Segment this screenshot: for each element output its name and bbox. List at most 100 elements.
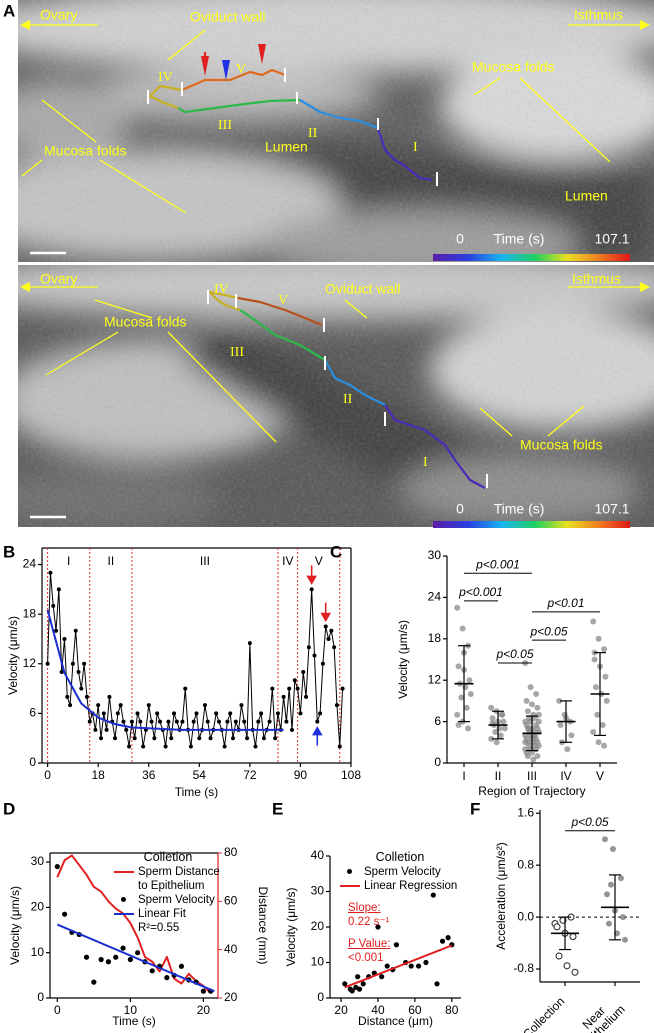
data-point	[214, 711, 219, 716]
region-label: I	[67, 554, 70, 568]
legend-swatch	[112, 907, 138, 921]
x-axis-title: Time (s)	[112, 1014, 156, 1028]
data-point	[455, 722, 462, 729]
data-point	[82, 661, 87, 666]
data-point	[256, 719, 261, 724]
data-point	[259, 711, 264, 716]
data-point	[601, 742, 608, 749]
data-point	[524, 753, 531, 760]
region-label: V	[315, 554, 323, 568]
data-point	[415, 963, 422, 969]
y2-tick-label: 60	[224, 894, 238, 908]
y-tick-label: 18	[23, 606, 37, 620]
segment-label: III	[230, 345, 244, 360]
data-point	[261, 736, 266, 741]
x-tick-label: 10	[124, 1003, 138, 1017]
arrow	[306, 565, 317, 585]
data-point	[527, 684, 534, 691]
x-tick-label: 108	[341, 768, 361, 782]
fit-line	[46, 609, 284, 731]
data-point	[135, 950, 141, 956]
trajectory-bottom	[207, 290, 488, 489]
data-point	[149, 968, 155, 974]
x-tick-label: 54	[193, 768, 207, 782]
data-point	[320, 661, 325, 666]
y-tick-label: 10	[31, 945, 45, 959]
data-point	[197, 736, 202, 741]
data-point	[169, 736, 174, 741]
data-point	[375, 924, 381, 930]
data-point	[127, 956, 133, 963]
data-point	[138, 719, 143, 724]
data-point	[488, 704, 495, 711]
segment-label: II	[308, 126, 318, 141]
data-point	[120, 945, 126, 951]
x-tick-label: 20	[197, 1003, 211, 1017]
y-tick-label: 12	[23, 656, 37, 670]
data-point	[602, 673, 609, 680]
y-tick-label: 24	[23, 557, 37, 571]
y-axis-title: Velocity (μm/s)	[396, 620, 410, 699]
data-point	[141, 744, 146, 749]
data-point	[247, 641, 252, 646]
data-point	[329, 628, 334, 633]
comparison-label: p<0.001	[458, 585, 503, 599]
y-tick-label: 20	[31, 900, 45, 914]
stat-annotation: P Value:	[348, 938, 391, 950]
colorbar-max: 107.1	[594, 231, 629, 247]
data-point	[591, 656, 598, 663]
image-label: Lumen	[565, 188, 608, 204]
stat-annotation: <0.001	[348, 952, 384, 964]
data-point	[56, 587, 61, 592]
data-point	[622, 936, 628, 943]
data-point	[62, 911, 68, 917]
panel-label: A	[3, 1, 15, 20]
y-tick-label: 24	[428, 590, 442, 604]
legend-title: Colletion	[375, 850, 425, 864]
data-point	[242, 719, 247, 724]
data-point	[146, 703, 151, 708]
data-point	[312, 653, 317, 658]
region-label: III	[200, 554, 210, 568]
colorbar-min: 0	[456, 501, 464, 517]
data-point	[356, 986, 363, 992]
data-point	[253, 744, 258, 749]
y2-tick-label: 20	[224, 990, 238, 1004]
data-point	[200, 988, 206, 994]
data-point	[228, 711, 233, 716]
legend-item: Sperm Velocity	[112, 893, 224, 907]
legend-label: Linear Fit	[138, 908, 186, 920]
data-point	[445, 935, 451, 941]
data-point	[603, 697, 610, 704]
legend-swatch	[338, 879, 364, 893]
data-point	[98, 736, 103, 741]
legend-marker	[114, 913, 134, 915]
data-point	[459, 625, 466, 632]
data-point	[349, 988, 355, 994]
data-point	[174, 719, 179, 724]
data-point	[334, 703, 339, 708]
legend-marker	[347, 869, 352, 874]
chart: 0 6 12 18 24 0 18 36 54 72 90 108 Velocity (μm/s) Tim…	[6, 547, 361, 799]
segment-label: II	[343, 392, 353, 407]
legend: Colletion Sperm Velocity Linear Regression…	[338, 850, 462, 965]
segment-label: III	[218, 118, 232, 133]
chart: 0 10 20 30 40 20 40 60 80 Velocity (μm/s) Distance…	[284, 848, 461, 1028]
data-point	[497, 732, 504, 739]
y-tick-label: 12	[428, 672, 442, 686]
y-tick-label: 20	[311, 919, 325, 933]
y-tick-label: 0	[317, 990, 324, 1004]
image-label: Mucosa folds	[472, 59, 554, 75]
data-point	[462, 684, 469, 691]
data-point	[571, 968, 579, 976]
data-point	[54, 863, 60, 870]
segment-label: IV	[158, 70, 173, 85]
y-tick-label: -0.8	[513, 961, 534, 975]
data-point	[202, 703, 207, 708]
chart: -0.8 0.0 0.8 1.6 Acceleration (μm/s²) p<0.05	[494, 805, 640, 986]
data-point	[393, 942, 400, 948]
x-tick-label: 80	[445, 1003, 459, 1017]
y-tick-label: 10	[311, 955, 325, 969]
legend-swatch	[112, 893, 138, 907]
